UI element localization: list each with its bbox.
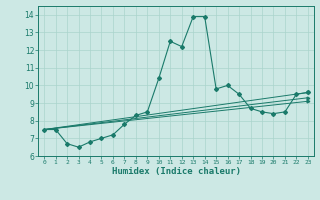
X-axis label: Humidex (Indice chaleur): Humidex (Indice chaleur): [111, 167, 241, 176]
